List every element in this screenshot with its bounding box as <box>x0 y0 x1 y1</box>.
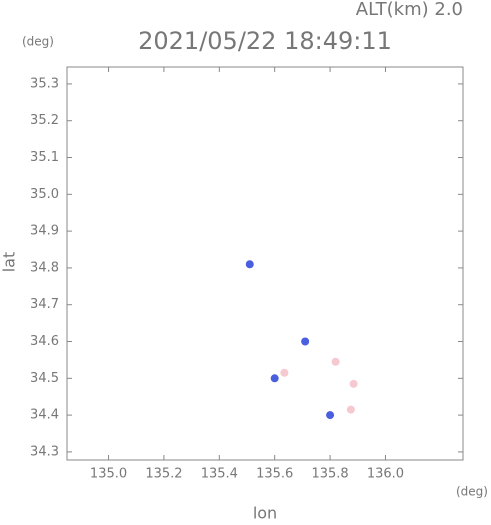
y-tick-label: 35.0 <box>30 187 59 202</box>
echo-point <box>326 411 335 420</box>
y-tick-label: 34.7 <box>30 297 59 312</box>
echo-point <box>245 260 254 269</box>
echo-point <box>346 405 355 414</box>
y-tick-label: 34.9 <box>30 224 59 239</box>
y-tick-label: 34.3 <box>30 444 59 459</box>
x-axis-label: lon <box>253 504 277 522</box>
y-unit: (deg) <box>22 35 54 49</box>
chart-title: 2021/05/22 18:49:11 <box>138 27 392 55</box>
altitude-label: ALT(km) 2.0 <box>356 0 463 20</box>
x-tick-label: 135.6 <box>256 467 293 482</box>
echo-point <box>331 357 340 366</box>
y-tick-label: 34.8 <box>30 260 59 275</box>
y-axis-label: lat <box>0 252 19 273</box>
x-tick-label: 135.4 <box>201 467 238 482</box>
echo-point <box>280 368 289 377</box>
echo-point <box>270 374 279 383</box>
x-tick-label: 135.0 <box>90 467 127 482</box>
x-tick-label: 136.0 <box>367 467 404 482</box>
y-tick-label: 34.6 <box>30 334 59 349</box>
y-tick-label: 35.3 <box>30 76 59 91</box>
y-tick-label: 34.4 <box>30 408 59 423</box>
y-tick-label: 35.1 <box>30 150 59 165</box>
y-tick-label: 34.5 <box>30 371 59 386</box>
x-tick-label: 135.2 <box>145 467 182 482</box>
echo-point <box>349 379 358 388</box>
x-unit: (deg) <box>456 485 488 499</box>
y-tick-label: 35.2 <box>30 113 59 128</box>
echo-point <box>301 337 310 346</box>
plot-frame <box>66 66 464 461</box>
x-tick-label: 135.8 <box>311 467 348 482</box>
